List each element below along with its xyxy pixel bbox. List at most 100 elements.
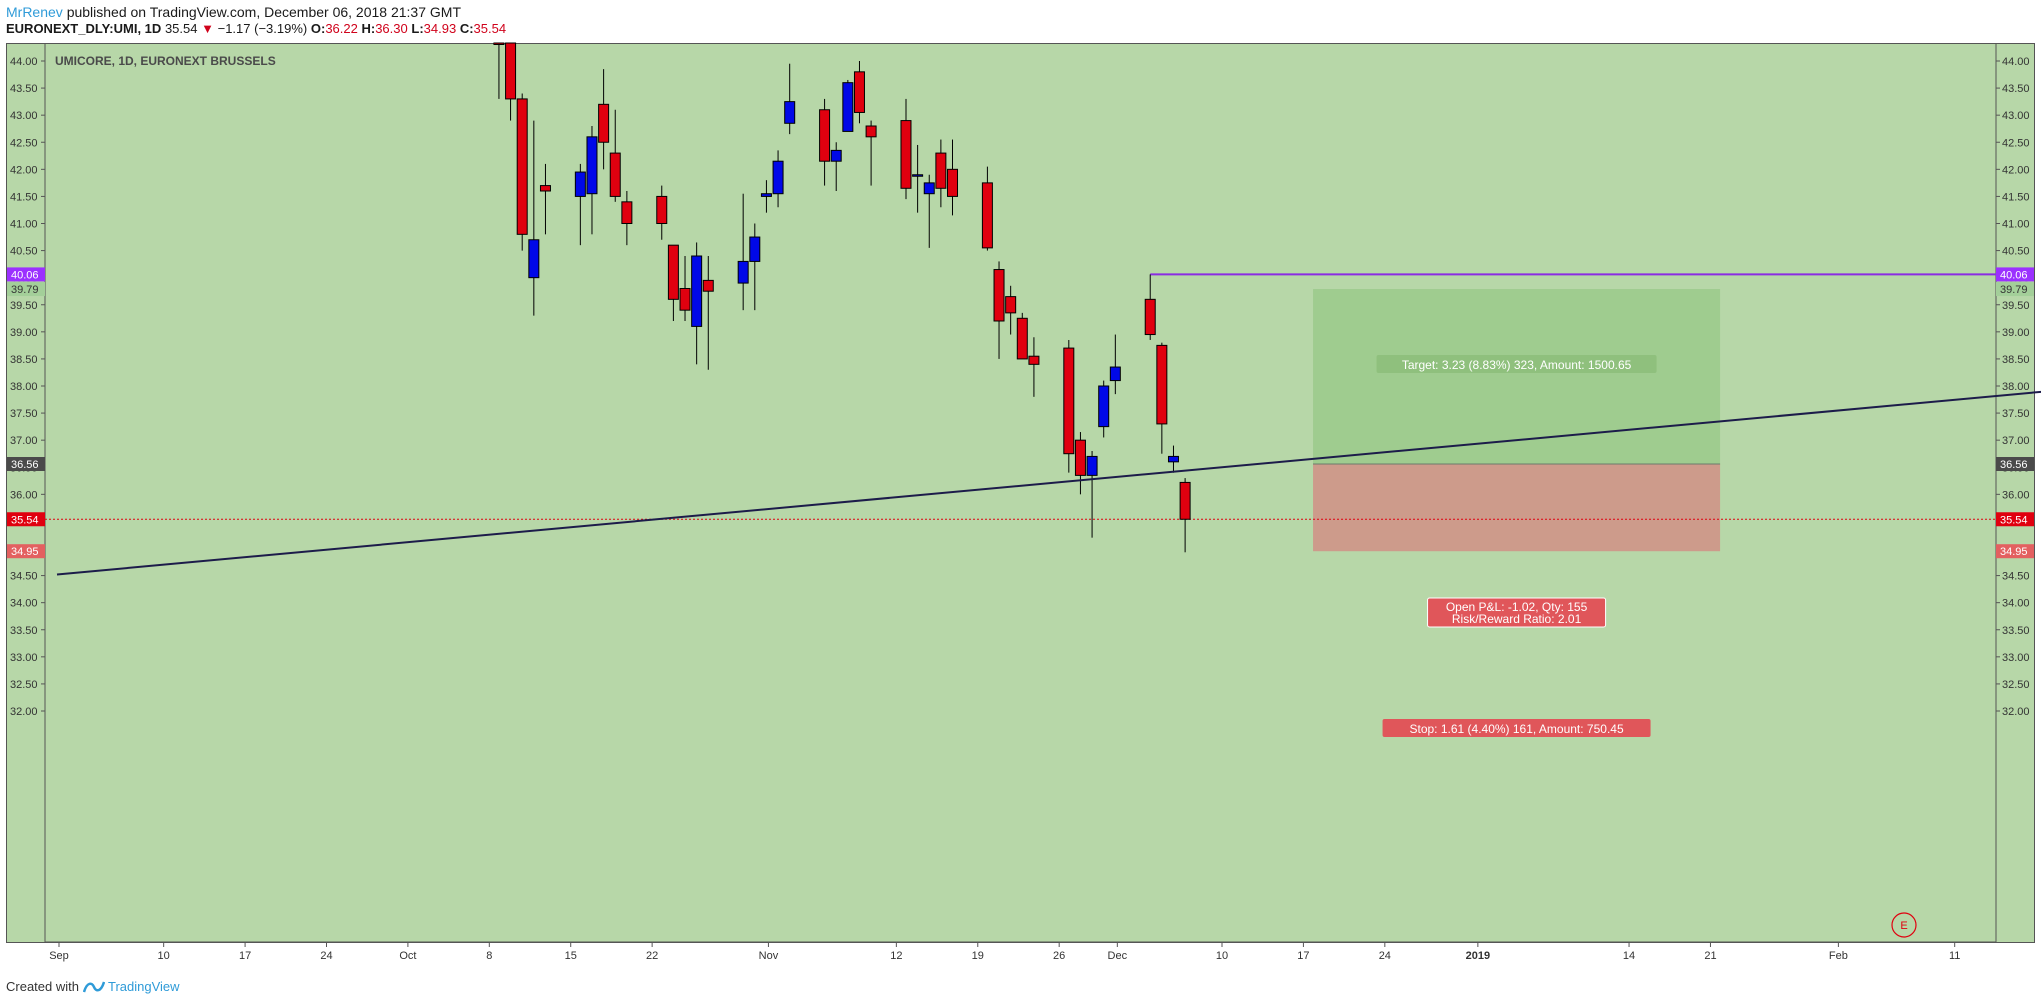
candle bbox=[1109, 334, 1121, 395]
target-label-box bbox=[1376, 355, 1657, 373]
candle bbox=[993, 261, 1005, 359]
candle bbox=[598, 69, 610, 170]
x-tick-label: 10 bbox=[158, 950, 170, 962]
price-tag-right: 35.54 bbox=[2000, 514, 2028, 526]
x-tick-label: 17 bbox=[239, 950, 251, 962]
candle-body bbox=[505, 42, 517, 100]
y-tick-label-right: 37.00 bbox=[2002, 435, 2030, 447]
candle-body bbox=[900, 120, 912, 189]
x-tick-label: 2019 bbox=[1466, 950, 1490, 962]
candle-body bbox=[1086, 455, 1098, 476]
candle-body bbox=[981, 182, 993, 249]
candle-body bbox=[574, 171, 586, 197]
y-tick-label-left: 43.50 bbox=[10, 83, 38, 95]
y-tick-label-right: 32.00 bbox=[2002, 706, 2030, 718]
price-tag-right: 36.56 bbox=[2000, 459, 2028, 471]
y-tick-label-right: 40.50 bbox=[2002, 246, 2030, 258]
y-tick-label-left: 44.00 bbox=[10, 56, 38, 68]
candle-body bbox=[1016, 317, 1028, 360]
y-tick-label-right: 38.00 bbox=[2002, 381, 2030, 393]
stop-label: Stop: 1.61 (4.40%) 161, Amount: 750.45 bbox=[1409, 722, 1623, 736]
x-tick-label: Nov bbox=[759, 950, 779, 962]
candle bbox=[691, 242, 703, 365]
candle bbox=[981, 166, 993, 251]
candle-body bbox=[1005, 296, 1017, 314]
price-tag-left-group: 34.95 bbox=[7, 544, 45, 559]
x-tick-label: 11 bbox=[1949, 950, 1960, 962]
price-tag-left: 35.54 bbox=[11, 514, 39, 526]
candle-body bbox=[993, 269, 1005, 322]
price-tag-right: 40.06 bbox=[2000, 269, 2028, 281]
candle bbox=[574, 163, 586, 246]
price-tag-left-box bbox=[7, 282, 45, 297]
price-tag-left: 34.95 bbox=[11, 546, 39, 558]
y-tick-label-left: 41.50 bbox=[10, 191, 38, 203]
y-tick-label-left: 34.00 bbox=[10, 598, 38, 610]
candle bbox=[516, 93, 528, 251]
x-tick-label: 10 bbox=[1216, 950, 1228, 962]
price-tag-left: 36.56 bbox=[11, 459, 39, 471]
candle bbox=[1179, 478, 1191, 553]
price-tag-left-group: 40.06 bbox=[7, 267, 45, 282]
price-tag-left-box bbox=[7, 457, 45, 471]
candle bbox=[1016, 312, 1028, 360]
candle-body bbox=[819, 109, 831, 162]
price-tag-right-group: 35.54 bbox=[1996, 512, 2034, 527]
price-tag-right-group: 36.56 bbox=[1996, 457, 2034, 471]
candle-body bbox=[912, 174, 924, 177]
candle-body bbox=[586, 136, 598, 195]
event-marker-group[interactable]: E bbox=[1891, 912, 1917, 938]
candle-body bbox=[609, 152, 621, 197]
price-tag-left-box bbox=[7, 512, 45, 527]
candle-body bbox=[702, 279, 714, 292]
candle-body bbox=[865, 125, 877, 138]
y-tick-label-right: 36.00 bbox=[2002, 489, 2030, 501]
x-tick-label: 26 bbox=[1053, 950, 1065, 962]
tradingview-logo-icon[interactable] bbox=[82, 980, 105, 994]
candle-body bbox=[947, 168, 959, 197]
candle-body bbox=[667, 244, 679, 300]
candle-body bbox=[1167, 455, 1179, 463]
candle bbox=[528, 120, 540, 316]
symbol-info: EURONEXT_DLY:UMI, 1D 35.54 ▼ −1.17 (−3.1… bbox=[6, 21, 506, 36]
symbol-name: EURONEXT_DLY:UMI, 1D bbox=[6, 21, 162, 36]
candle bbox=[1167, 445, 1179, 473]
x-tick-label: 24 bbox=[1379, 950, 1391, 962]
target-label: Target: 3.23 (8.83%) 323, Amount: 1500.6… bbox=[1402, 358, 1632, 372]
event-marker-icon bbox=[1891, 912, 1917, 938]
pl-label: Open P&L: -1.02, Qty: 155 bbox=[1446, 600, 1588, 614]
x-tick-label: 15 bbox=[565, 950, 577, 962]
candle bbox=[1098, 380, 1110, 438]
stop-zone bbox=[1313, 464, 1721, 552]
low-value: 34.93 bbox=[423, 21, 457, 36]
x-tick-label: 17 bbox=[1297, 950, 1309, 962]
y-tick-label-left: 42.50 bbox=[10, 137, 38, 149]
candle bbox=[1028, 337, 1040, 397]
x-tick-label: 21 bbox=[1704, 950, 1716, 962]
candle-body bbox=[935, 152, 947, 189]
author-link[interactable]: MrRenev bbox=[6, 4, 63, 20]
candle-body bbox=[539, 185, 551, 192]
y-tick-label-left: 36.00 bbox=[10, 489, 38, 501]
candle-body bbox=[737, 260, 749, 284]
candle-body bbox=[1098, 385, 1110, 428]
price-tag-left-box bbox=[7, 267, 45, 282]
candle bbox=[1156, 342, 1168, 454]
price-tag-left-box bbox=[7, 544, 45, 559]
stop-label-box bbox=[1382, 719, 1651, 737]
y-tick-label-right: 34.50 bbox=[2002, 571, 2030, 583]
candle bbox=[784, 63, 796, 135]
candle bbox=[609, 109, 621, 202]
candle-body bbox=[691, 255, 703, 327]
candle-body bbox=[749, 236, 761, 262]
candle bbox=[679, 256, 691, 321]
price-tag-left: 39.79 bbox=[11, 284, 39, 296]
chart-background bbox=[6, 43, 2035, 943]
price-tag-left: 40.06 bbox=[11, 269, 39, 281]
y-tick-label-right: 44.00 bbox=[2002, 56, 2030, 68]
candle bbox=[842, 79, 854, 132]
candle-body bbox=[784, 101, 796, 124]
tradingview-link[interactable]: TradingView bbox=[107, 979, 180, 994]
target-zone bbox=[1313, 289, 1721, 464]
